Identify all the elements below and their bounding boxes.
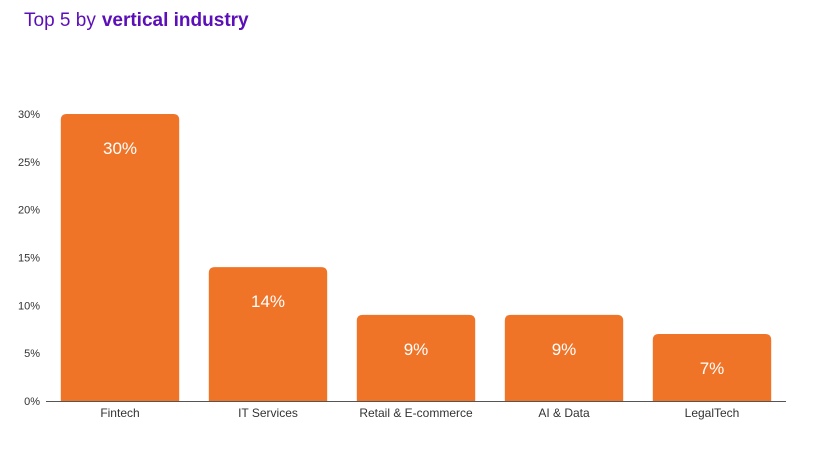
x-axis: Fintech IT Services Retail & E-commerce AI … [100, 406, 739, 420]
bar [504, 314, 624, 401]
bar [356, 314, 476, 401]
chart-title: Top 5 by vertical industry [24, 8, 249, 34]
y-tick-label: 5% [24, 348, 40, 360]
x-category-label: Retail & E-commerce [359, 406, 473, 420]
x-category-label: LegalTech [685, 406, 740, 420]
bar [652, 334, 772, 401]
bar-data-label: 9% [552, 340, 577, 359]
y-tick-label: 20% [18, 205, 40, 217]
y-tick-label: 25% [18, 157, 40, 169]
bar-data-label: 7% [700, 359, 725, 378]
bars: 30% 14% 9% 9% 7% [60, 114, 772, 401]
y-axis: 0% 5% 10% 15% 20% 25% 30% [18, 109, 40, 408]
y-tick-label: 30% [18, 109, 40, 121]
chart-title-prefix: Top 5 by [24, 10, 96, 31]
y-tick-label: 10% [18, 300, 40, 312]
y-tick-label: 15% [18, 253, 40, 265]
bar-data-label: 9% [404, 340, 429, 359]
bar-data-label: 14% [251, 292, 285, 311]
bar-data-label: 30% [103, 139, 137, 158]
x-category-label: Fintech [100, 406, 139, 420]
x-category-label: IT Services [238, 406, 298, 420]
bar [60, 114, 180, 401]
chart-title-emphasis: vertical industry [101, 10, 249, 31]
x-category-label: AI & Data [538, 406, 590, 420]
y-tick-label: 0% [24, 396, 40, 408]
bar [208, 267, 328, 401]
